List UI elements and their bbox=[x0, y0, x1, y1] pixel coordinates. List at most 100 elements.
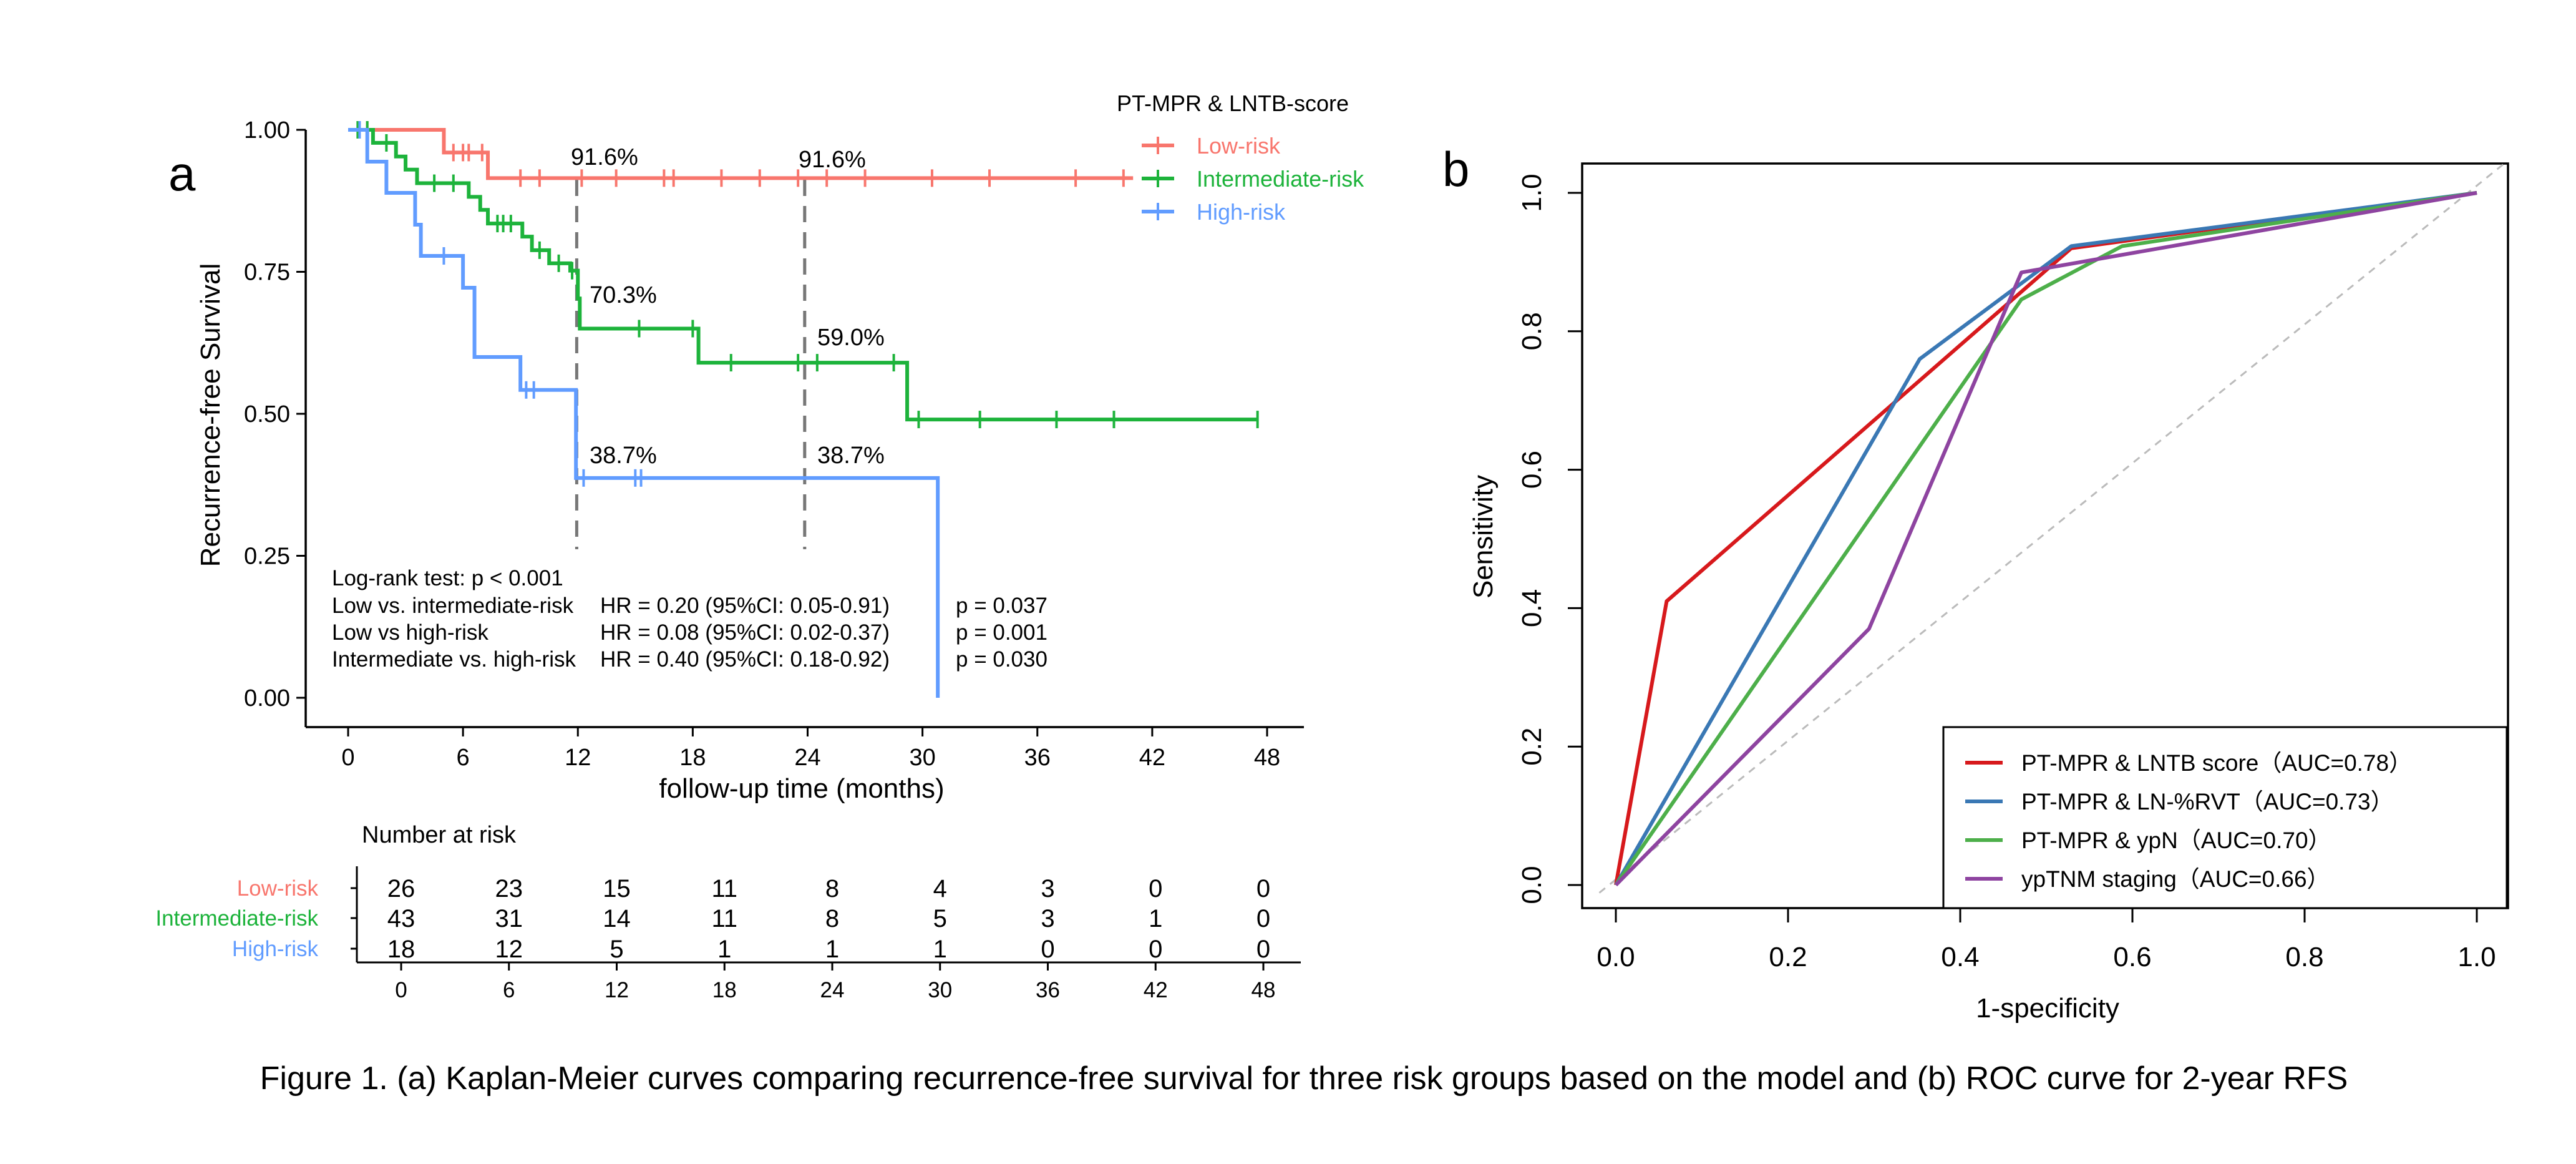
km-x-tick-label: 30 bbox=[909, 745, 935, 771]
risk-table-x-tick-label: 48 bbox=[1252, 978, 1276, 1002]
risk-table-cell-high-risk: 1 bbox=[933, 936, 947, 963]
annotation-high-12m: 38.7% bbox=[590, 443, 657, 469]
stats-row-1-p: p = 0.037 bbox=[956, 594, 1047, 618]
risk-table-title: Number at risk bbox=[362, 822, 517, 848]
roc-y-tick-label: 0.6 bbox=[1517, 451, 1547, 489]
roc-x-tick-label: 1.0 bbox=[2457, 942, 2496, 972]
km-y-tick-label: 0.50 bbox=[244, 401, 290, 428]
roc-legend-items: PT-MPR & LNTB score（AUC=0.78） PT-MPR & LN… bbox=[1965, 750, 2412, 892]
km-curves bbox=[348, 121, 1259, 698]
roc-legend-label: PT-MPR & ypN（AUC=0.70） bbox=[2021, 828, 2331, 853]
risk-table-cell-high-risk: 5 bbox=[610, 936, 623, 963]
roc-legend-box bbox=[1942, 726, 2508, 909]
roc-y-tick-label: 0.0 bbox=[1517, 866, 1547, 904]
roc-curve-yptnm-staging-auc-0-66 bbox=[1614, 191, 2477, 887]
km-y-tick-label: 0.75 bbox=[244, 260, 290, 286]
km-x-tick-label: 36 bbox=[1024, 745, 1051, 771]
risk-table-cell-intermediate-risk: 8 bbox=[825, 905, 839, 932]
risk-table-x-tick-label: 0 bbox=[395, 978, 407, 1002]
roc-curve-pt-mpr-ypn-auc-0-70 bbox=[1614, 191, 2477, 886]
risk-table-row-label-high-risk: High-risk bbox=[232, 937, 319, 961]
km-legend: PT-MPR & LNTB-score Low-risk Intermediate… bbox=[1117, 90, 1364, 225]
km-curve-high-risk bbox=[348, 128, 940, 698]
km-x-tick-label: 24 bbox=[794, 745, 820, 771]
km-legend-label-high-risk: High-risk bbox=[1197, 199, 1286, 225]
roc-y-tick-label: 1.0 bbox=[1517, 174, 1547, 212]
annotation-intermediate-12m: 70.3% bbox=[590, 282, 657, 308]
risk-table-cell-high-risk: 1 bbox=[717, 936, 731, 963]
km-legend-items: Low-risk Intermediate-risk High-risk bbox=[1142, 133, 1364, 225]
roc-curves bbox=[1614, 191, 2477, 887]
km-y-ticks: 0.00 0.25 0.50 0.75 1.00 bbox=[244, 117, 306, 712]
roc-x-tick-label: 0.6 bbox=[2113, 942, 2151, 972]
km-y-tick-label: 1.00 bbox=[244, 117, 290, 144]
roc-x-tick-label: 0.2 bbox=[1769, 942, 1807, 972]
risk-table-cell-low-risk: 15 bbox=[603, 875, 631, 902]
risk-table-x-tick-label: 6 bbox=[503, 978, 515, 1002]
roc-legend-label: ypTNM staging（AUC=0.66） bbox=[2021, 866, 2330, 892]
risk-table-cell-low-risk: 0 bbox=[1256, 875, 1270, 902]
roc-x-axis-title: 1-specificity bbox=[1976, 993, 2119, 1024]
stats-row-1-label: Low vs. intermediate-risk bbox=[332, 594, 574, 618]
risk-table-x-tick-label: 42 bbox=[1144, 978, 1168, 1002]
risk-table-x-tick-label: 24 bbox=[820, 978, 845, 1002]
roc-legend: PT-MPR & LNTB score（AUC=0.78） PT-MPR & LN… bbox=[1942, 726, 2508, 909]
risk-table-cell-low-risk: 23 bbox=[495, 875, 523, 902]
panel-a-label: a bbox=[168, 146, 196, 201]
risk-table-cell-high-risk: 1 bbox=[825, 936, 839, 963]
risk-table-row-label-low-risk: Low-risk bbox=[237, 876, 319, 901]
stats-row-3-label: Intermediate vs. high-risk bbox=[332, 647, 576, 672]
km-stats: Log-rank test: p < 0.001 Low vs. interme… bbox=[332, 566, 1047, 672]
risk-table-cell-intermediate-risk: 14 bbox=[603, 905, 631, 932]
panel-b-label: b bbox=[1442, 142, 1469, 197]
stats-row-1-hr: HR = 0.20 (95%CI: 0.05-0.91) bbox=[600, 594, 890, 618]
roc-x-tick-label: 0.4 bbox=[1941, 942, 1979, 972]
km-x-ticks: 0 6 12 18 24 30 36 42 48 bbox=[341, 727, 1280, 771]
risk-table-cell-intermediate-risk: 5 bbox=[933, 905, 947, 932]
roc-legend-label: PT-MPR & LNTB score（AUC=0.78） bbox=[2021, 750, 2412, 776]
roc-y-tick-label: 0.8 bbox=[1517, 312, 1547, 350]
roc-diagonal-reference bbox=[1598, 162, 2505, 894]
km-y-tick-label: 0.25 bbox=[244, 544, 290, 570]
risk-table-row-label-intermediate-risk: Intermediate-risk bbox=[155, 906, 318, 931]
risk-table-cell-high-risk: 18 bbox=[387, 936, 416, 963]
risk-table-cell-intermediate-risk: 0 bbox=[1256, 905, 1270, 932]
stats-row-3-p: p = 0.030 bbox=[956, 647, 1047, 672]
annotation-high-24m: 38.7% bbox=[817, 443, 885, 469]
risk-table: Number at risk Low-risk 26 23 15 11 8 4 3 0 0Inte… bbox=[155, 822, 1301, 1002]
roc-y-tick-label: 0.4 bbox=[1517, 589, 1547, 627]
risk-table-cell-high-risk: 12 bbox=[495, 936, 523, 963]
annotation-low-12m: 91.6% bbox=[571, 144, 638, 170]
risk-table-cell-low-risk: 0 bbox=[1149, 875, 1162, 902]
km-legend-label-intermediate-risk: Intermediate-risk bbox=[1197, 166, 1364, 192]
km-panel: a 0 6 12 18 24 30 36 42 48 0.000.250.500.751.00 … bbox=[155, 90, 1364, 1002]
roc-y-ticks: 0.0 0.2 0.4 0.6 0.8 1.0 bbox=[1517, 174, 1582, 904]
km-x-tick-label: 12 bbox=[565, 745, 591, 771]
risk-table-x-tick-label: 12 bbox=[605, 978, 629, 1002]
figure-caption: Figure 1. (a) Kaplan-Meier curves compar… bbox=[260, 1060, 2348, 1097]
roc-x-tick-label: 0.0 bbox=[1597, 942, 1635, 972]
risk-table-cell-intermediate-risk: 3 bbox=[1041, 905, 1054, 932]
risk-table-cell-low-risk: 8 bbox=[825, 875, 839, 902]
km-x-tick-label: 48 bbox=[1254, 745, 1280, 771]
km-y-axis-title: Recurrence-free Survival bbox=[195, 263, 226, 567]
km-x-tick-label: 18 bbox=[679, 745, 706, 771]
stats-row-2-label: Low vs high-risk bbox=[332, 620, 488, 645]
annotation-low-24m: 91.6% bbox=[799, 147, 866, 173]
roc-x-ticks: 0.0 0.2 0.4 0.6 0.8 1.0 bbox=[1597, 908, 2496, 972]
risk-table-cell-intermediate-risk: 1 bbox=[1149, 905, 1162, 932]
km-x-tick-label: 6 bbox=[457, 745, 470, 771]
risk-table-cell-low-risk: 26 bbox=[387, 875, 416, 902]
risk-table-cell-low-risk: 3 bbox=[1041, 875, 1054, 902]
risk-table-cell-intermediate-risk: 31 bbox=[495, 905, 523, 932]
stats-row-3-hr: HR = 0.40 (95%CI: 0.18-0.92) bbox=[600, 647, 890, 672]
km-curve-low-risk bbox=[348, 128, 1134, 180]
km-x-axis-title: follow-up time (months) bbox=[659, 773, 944, 804]
risk-table-cell-low-risk: 4 bbox=[933, 875, 947, 902]
roc-y-tick-label: 0.2 bbox=[1517, 728, 1547, 766]
roc-curve-pt-mpr-ln-rvt-auc-0-73 bbox=[1614, 191, 2477, 886]
risk-table-cell-high-risk: 0 bbox=[1256, 936, 1270, 963]
risk-table-x-tick-label: 36 bbox=[1036, 978, 1060, 1002]
stats-row-2-hr: HR = 0.08 (95%CI: 0.02-0.37) bbox=[600, 620, 890, 645]
